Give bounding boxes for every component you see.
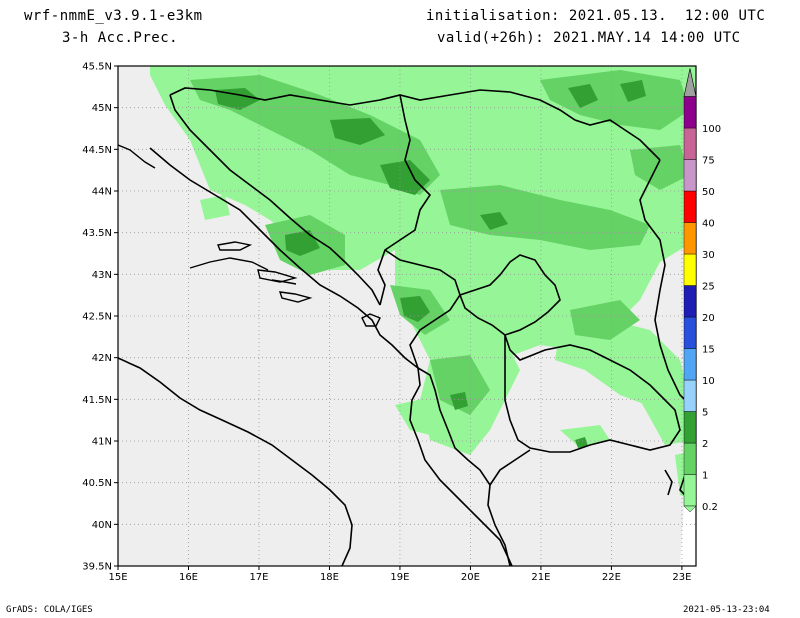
footer-credit: GrADS: COLA/IGES [6, 605, 93, 615]
legend-label: 100 [702, 124, 721, 135]
bay-kotor [361, 313, 381, 327]
island-5 [278, 291, 313, 303]
border-north [169, 87, 661, 161]
coastline-adriatic-east [149, 147, 513, 566]
field-title: 3-h Acc.Prec. [62, 30, 179, 46]
lat-label: 42.5N [82, 312, 112, 323]
legend-swatch [683, 348, 697, 381]
boundaries [118, 87, 696, 566]
lon-label: 18E [320, 572, 339, 583]
lat-label: 42N [92, 353, 112, 364]
lat-label: 45N [92, 103, 112, 114]
coastline-italy [118, 357, 353, 566]
lat-label: 40N [92, 520, 112, 531]
legend-label: 2 [702, 439, 708, 450]
init-time: initialisation: 2021.05.13. 12:00 UTC [426, 8, 766, 24]
border-bulgaria-serbia [639, 159, 696, 411]
islands [117, 144, 381, 327]
lon-label: 15E [108, 572, 127, 583]
legend-label: 1 [702, 471, 708, 482]
lon-label: 17E [249, 572, 268, 583]
valid-time: valid(+26h): 2021.MAY.14 14:00 UTC [437, 30, 741, 46]
legend-label: 20 [702, 313, 715, 324]
lon-label: 23E [672, 572, 691, 583]
legend-swatch [683, 474, 697, 507]
lon-label: 21E [531, 572, 550, 583]
legend-label: 0.2 [702, 502, 718, 513]
border-serbia-bosnia [377, 94, 432, 306]
border-macedonia [504, 334, 681, 453]
legend-label: 30 [702, 250, 715, 261]
legend-swatch [683, 442, 697, 475]
border-greece [487, 449, 531, 566]
legend-swatch [683, 127, 697, 160]
model-title: wrf-nmmE_v3.9.1-e3km [24, 8, 203, 24]
map-axes: 45.5N 45N 44.5N 44N 43.5N 43N 42.5N 42N 41.5N 41N… [82, 62, 691, 584]
lat-label: 41N [92, 437, 112, 448]
legend-swatch [683, 316, 697, 349]
lat-label: 40.5N [82, 478, 112, 489]
island-6 [271, 279, 297, 285]
border-bosnia [169, 94, 381, 306]
island-4 [257, 269, 298, 283]
legend-label: 75 [702, 156, 715, 167]
legend-label: 5 [702, 408, 708, 419]
legend-swatch [683, 411, 697, 444]
no-data-area [680, 500, 696, 566]
lat-label: 39.5N [82, 562, 112, 573]
lat-label: 45.5N [82, 62, 112, 73]
legend-top-triangle [683, 68, 697, 97]
island-3 [217, 241, 253, 251]
footer-timestamp: 2021-05-13-23:04 [683, 605, 770, 615]
island-2 [189, 257, 269, 271]
lat-label: 43N [92, 270, 112, 281]
lon-label: 19E [390, 572, 409, 583]
legend-swatch [683, 159, 697, 192]
lon-label: 16E [179, 572, 198, 583]
lon-label: 22E [602, 572, 621, 583]
legend-label: 25 [702, 282, 715, 293]
legend-label: 15 [702, 345, 715, 356]
border-albania [417, 367, 491, 486]
legend-label: 50 [702, 187, 715, 198]
legend-swatch [683, 285, 697, 318]
lat-label: 43.5N [82, 228, 112, 239]
precip-field [150, 66, 696, 566]
lat-label: 41.5N [82, 395, 112, 406]
precip-1mm [190, 70, 690, 415]
legend-swatch [683, 253, 697, 286]
legend-swatch [683, 222, 697, 255]
legend-swatch [683, 190, 697, 223]
legend-swatch [683, 379, 697, 412]
legend-label: 40 [702, 219, 715, 230]
lon-label: 20E [461, 572, 480, 583]
legend-bottom-triangle [683, 505, 697, 513]
lat-label: 44N [92, 187, 112, 198]
grid-lines [117, 65, 696, 567]
legend-label: 10 [702, 376, 715, 387]
legend-swatch [683, 96, 697, 129]
island-1 [117, 144, 156, 169]
lat-label: 44.5N [82, 145, 112, 156]
border-kosovo [458, 254, 561, 336]
